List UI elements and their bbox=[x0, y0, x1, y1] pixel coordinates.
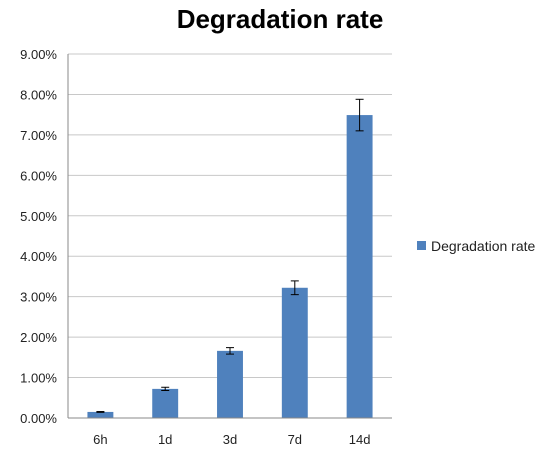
x-axis-ticks: 6h 1d 3d 7d 14d bbox=[93, 432, 370, 447]
x-tick-label: 3d bbox=[223, 432, 237, 447]
y-tick-label: 8.00% bbox=[20, 87, 57, 102]
chart-title: Degradation rate bbox=[177, 4, 384, 34]
y-tick-label: 0.00% bbox=[20, 411, 57, 426]
x-tick-label: 6h bbox=[93, 432, 107, 447]
y-tick-label: 7.00% bbox=[20, 128, 57, 143]
grid bbox=[68, 53, 392, 379]
y-tick-label: 3.00% bbox=[20, 290, 57, 305]
bar-7d bbox=[281, 287, 308, 418]
y-tick-label: 1.00% bbox=[20, 371, 57, 386]
error-bars bbox=[96, 98, 364, 413]
bar-3d bbox=[217, 350, 243, 418]
y-tick-label: 6.00% bbox=[20, 168, 57, 183]
y-tick-label: 4.00% bbox=[20, 249, 57, 264]
bar-14d bbox=[346, 115, 373, 419]
axes bbox=[67, 54, 392, 419]
y-tick-label: 2.00% bbox=[20, 330, 57, 345]
y-tick-label: 9.00% bbox=[20, 47, 57, 62]
bar-6h bbox=[87, 411, 114, 418]
x-tick-label: 1d bbox=[158, 432, 172, 447]
y-axis-ticks: 0.00% 1.00% 2.00% 3.00% 4.00% 5.00% 6.00% 7.00%… bbox=[20, 47, 57, 426]
bars bbox=[87, 115, 373, 419]
x-tick-label: 14d bbox=[349, 432, 371, 447]
legend-swatch bbox=[417, 241, 426, 250]
legend: Degradation rate bbox=[417, 238, 536, 254]
y-tick-label: 5.00% bbox=[20, 209, 57, 224]
legend-label: Degradation rate bbox=[431, 238, 536, 254]
x-tick-label: 7d bbox=[288, 432, 302, 447]
bar-1d bbox=[152, 388, 179, 418]
